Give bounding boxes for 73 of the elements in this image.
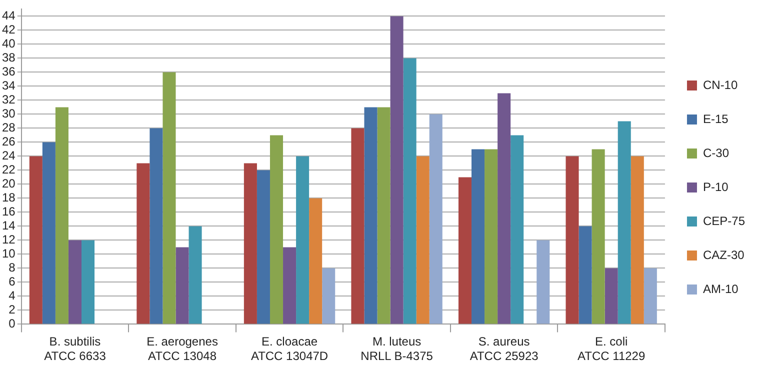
y-tick-label: 36 <box>2 64 16 79</box>
bar <box>42 142 56 324</box>
bar <box>403 58 416 324</box>
bar <box>618 121 631 324</box>
bar <box>644 268 657 324</box>
bar <box>510 135 524 324</box>
y-tick-label: 10 <box>2 246 16 261</box>
x-tick-label: B. subtilis ATCC 6633 <box>44 334 106 364</box>
bar <box>55 107 68 324</box>
bar <box>592 149 605 324</box>
bar <box>364 107 378 324</box>
bar <box>458 177 472 324</box>
bar <box>566 156 579 324</box>
y-tick-label: 12 <box>2 232 16 247</box>
legend-label: E-15 <box>702 112 729 126</box>
y-tick-label: 16 <box>2 204 16 219</box>
y-tick-label: 40 <box>2 36 16 51</box>
x-tick-label: E. aerogenes ATCC 13048 <box>146 334 218 364</box>
y-tick-label: 8 <box>8 260 16 275</box>
bar <box>150 128 163 324</box>
y-tick-label: 2 <box>8 302 16 317</box>
x-tick-label: S. aureus ATCC 25923 <box>470 334 539 364</box>
y-tick-label: 6 <box>8 274 16 289</box>
bar <box>351 128 364 324</box>
y-tick-label: 4 <box>8 288 16 303</box>
legend-label: CN-10 <box>702 78 738 92</box>
bar <box>322 268 336 324</box>
bar <box>29 156 42 324</box>
bar <box>188 226 202 324</box>
legend-label: P-10 <box>702 180 729 194</box>
y-tick-label: 28 <box>2 120 16 135</box>
y-tick-label: 24 <box>2 148 16 163</box>
bar <box>377 107 390 324</box>
bar <box>176 247 189 324</box>
y-tick-label: 38 <box>2 50 16 65</box>
bar <box>416 156 430 324</box>
legend-label: AM-10 <box>702 282 739 296</box>
bar <box>630 156 644 324</box>
bar <box>81 240 95 324</box>
y-tick-label: 26 <box>2 134 16 149</box>
bar <box>296 156 310 324</box>
legend-label: CAZ-30 <box>702 248 745 262</box>
bar <box>256 170 270 324</box>
bar <box>578 226 592 324</box>
y-tick-label: 32 <box>2 92 16 107</box>
bar <box>536 240 550 324</box>
bar <box>429 114 442 324</box>
y-tick-label: 42 <box>2 22 16 37</box>
y-tick-label: 14 <box>2 218 16 233</box>
bar <box>244 163 257 324</box>
x-tick-label: E. coli ATCC 11229 <box>578 334 646 364</box>
legend-label: C-30 <box>702 146 730 160</box>
bar <box>472 149 485 324</box>
y-tick-label: 30 <box>2 106 16 121</box>
y-tick-label: 34 <box>2 78 16 93</box>
bar <box>604 268 618 324</box>
y-tick-label: 0 <box>8 316 16 331</box>
bar <box>283 247 296 324</box>
legend-label: CEP-75 <box>702 214 746 228</box>
y-tick-label: 18 <box>2 190 16 205</box>
y-tick-label: 44 <box>2 8 16 23</box>
bar <box>498 93 511 324</box>
bar <box>68 240 82 324</box>
bar <box>136 163 150 324</box>
bar <box>390 16 404 324</box>
bar <box>162 72 176 324</box>
y-tick-label: 22 <box>2 162 16 177</box>
bar <box>484 149 498 324</box>
x-tick-label: M. luteus NRLL B-4375 <box>360 334 434 364</box>
bar <box>309 198 322 324</box>
x-tick-label: E. cloacae ATCC 13047D <box>250 334 328 364</box>
y-tick-label: 20 <box>2 176 16 191</box>
bar <box>270 135 284 324</box>
